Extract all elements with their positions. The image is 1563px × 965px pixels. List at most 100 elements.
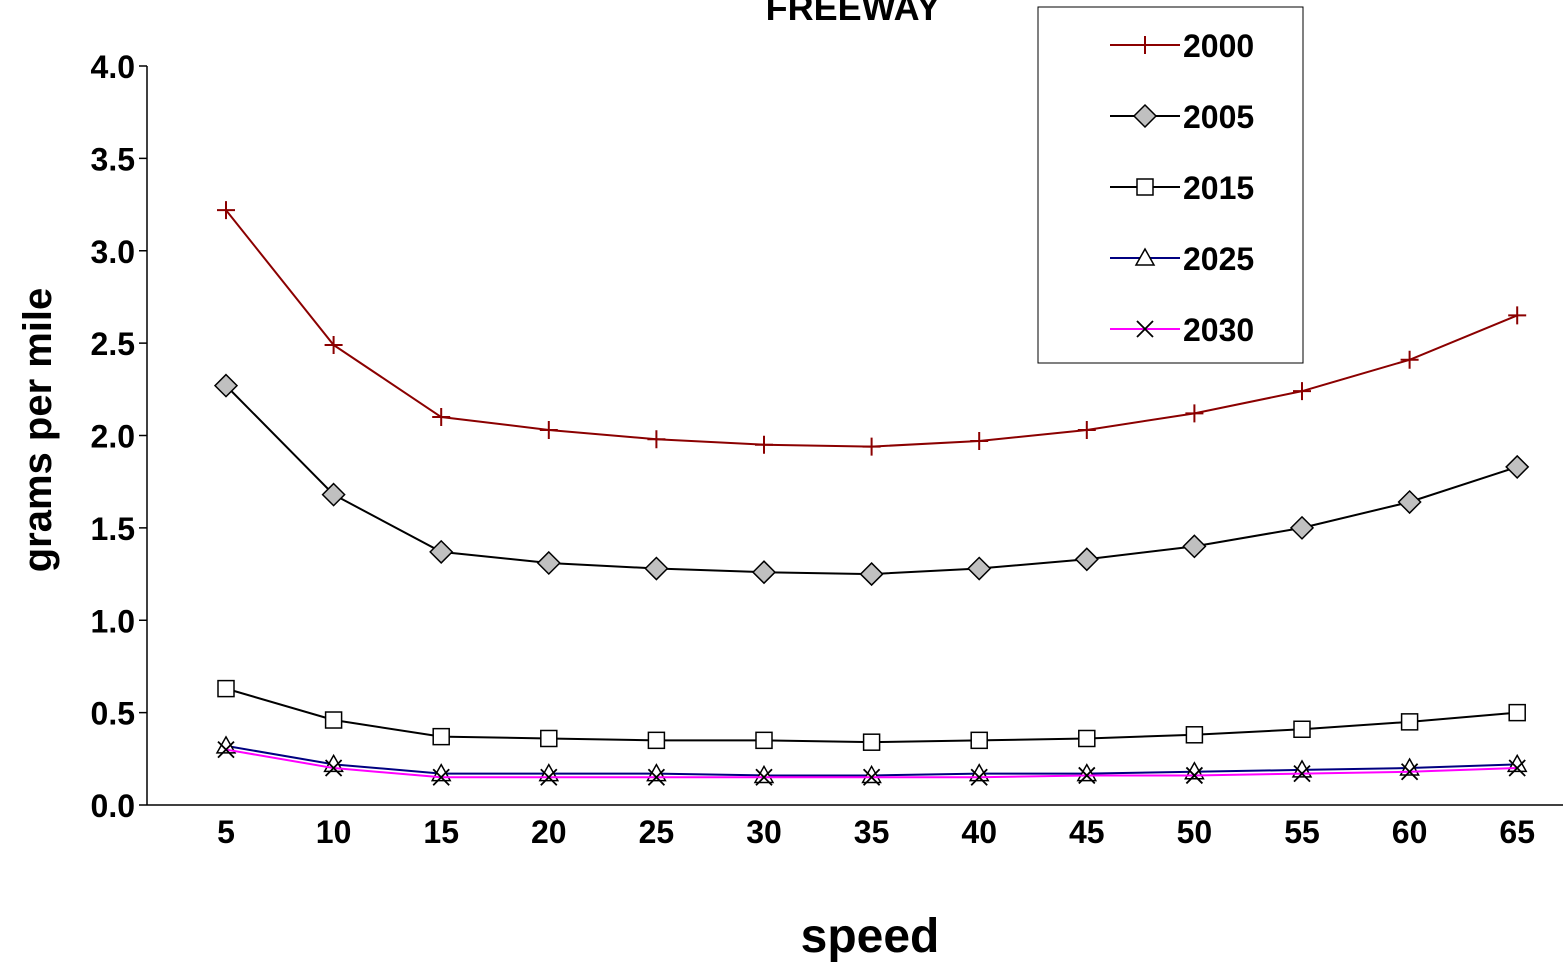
data-point <box>1508 306 1527 325</box>
data-point <box>217 679 235 698</box>
data-point <box>970 768 988 786</box>
legend-box <box>1037 6 1304 364</box>
data-point <box>217 740 235 759</box>
data-point <box>970 731 988 750</box>
data-point <box>859 562 884 587</box>
data-point <box>862 437 881 456</box>
data-point <box>862 733 881 751</box>
legend-label: 2015 <box>1183 170 1254 206</box>
data-point <box>1185 404 1204 423</box>
legend: 2000 2005 2015 2025 2030 <box>1037 6 1304 364</box>
data-point <box>1293 764 1311 783</box>
data-point <box>217 201 235 220</box>
legend-label: 2005 <box>1183 99 1254 135</box>
axes <box>146 66 1563 806</box>
x-tick-label: 40 <box>961 814 997 850</box>
data-point <box>432 408 451 427</box>
legend-item-2015: 2015 <box>1110 170 1254 206</box>
data-point <box>1293 720 1311 739</box>
legend-item-2005: 2005 <box>1110 99 1254 135</box>
data-point <box>1077 420 1096 439</box>
legend-marker <box>1136 320 1154 338</box>
data-point <box>970 432 989 451</box>
x-tick-label: 35 <box>854 814 890 850</box>
y-tick-label: 2.0 <box>91 419 135 455</box>
legend-label: 2000 <box>1183 28 1254 64</box>
x-tick-label: 65 <box>1499 814 1535 850</box>
data-point <box>1508 703 1526 722</box>
data-point <box>967 556 992 581</box>
chart-title: FREEWAY <box>766 0 941 28</box>
legend-item-2030: 2030 <box>1110 312 1254 348</box>
x-tick-label: 5 <box>217 814 235 850</box>
series-line <box>225 209 1518 448</box>
data-point <box>540 768 558 786</box>
data-point <box>755 731 773 750</box>
series-2000 <box>217 201 1527 456</box>
data-point <box>1400 713 1419 731</box>
data-point <box>539 420 558 439</box>
data-point <box>1078 729 1096 748</box>
data-point <box>751 560 777 585</box>
x-tick-label: 25 <box>639 814 675 850</box>
y-tick-label: 3.5 <box>91 141 135 177</box>
data-point <box>753 764 775 784</box>
data-point <box>1289 515 1315 540</box>
data-point <box>1074 547 1099 572</box>
series-2030 <box>217 740 1526 786</box>
y-ticks: 0.0 0.5 1.0 1.5 2.0 2.5 3.0 3.5 4.0 <box>91 49 147 824</box>
y-axis-label: grams per mile <box>16 288 60 573</box>
data-point <box>1078 766 1096 785</box>
legend-label: 2025 <box>1183 241 1254 277</box>
series-2015 <box>217 679 1526 751</box>
series-2005 <box>213 373 1530 587</box>
legend-item-2025: 2025 <box>1110 241 1254 277</box>
data-point <box>755 435 773 454</box>
data-point <box>1400 350 1419 369</box>
series-line <box>225 384 1518 576</box>
legend-label: 2030 <box>1183 312 1254 348</box>
data-point <box>1397 489 1422 515</box>
x-tick-label: 45 <box>1069 814 1105 850</box>
data-point <box>1182 534 1207 559</box>
data-point <box>644 556 669 581</box>
data-point <box>1505 454 1530 479</box>
data-point <box>536 550 561 576</box>
y-tick-label: 4.0 <box>91 49 135 85</box>
x-tick-label: 50 <box>1177 814 1213 850</box>
data-point <box>862 768 881 786</box>
data-point <box>324 759 343 777</box>
legend-marker <box>1136 178 1154 196</box>
data-point <box>324 335 343 354</box>
data-point <box>321 482 346 507</box>
data-point <box>1508 759 1526 777</box>
x-tick-label: 15 <box>423 814 459 850</box>
x-tick-label: 10 <box>316 814 352 850</box>
data-point <box>1293 382 1311 401</box>
legend-marker <box>1136 36 1154 54</box>
data-point <box>1076 763 1098 782</box>
x-axis-label: speed <box>801 910 940 963</box>
legend-marker <box>1132 103 1158 129</box>
legend-item-2000: 2000 <box>1110 28 1254 64</box>
data-point <box>1400 763 1419 781</box>
data-point <box>429 539 454 564</box>
data-point <box>540 729 558 748</box>
y-tick-label: 2.5 <box>91 326 135 362</box>
data-point <box>324 711 343 729</box>
x-ticks: 5 10 15 20 25 30 35 40 45 50 55 60 65 <box>217 814 1535 850</box>
x-tick-label: 20 <box>531 814 567 850</box>
data-point <box>647 430 666 449</box>
y-tick-label: 0.0 <box>91 788 135 824</box>
data-point <box>861 764 882 784</box>
data-point <box>432 727 450 746</box>
x-tick-label: 30 <box>746 814 782 850</box>
y-tick-label: 1.0 <box>91 603 135 639</box>
x-tick-label: 60 <box>1392 814 1428 850</box>
y-tick-label: 1.5 <box>91 511 135 547</box>
data-point <box>755 768 773 786</box>
legend-marker <box>1134 247 1156 266</box>
data-point <box>432 768 450 786</box>
y-tick-label: 3.0 <box>91 234 135 270</box>
